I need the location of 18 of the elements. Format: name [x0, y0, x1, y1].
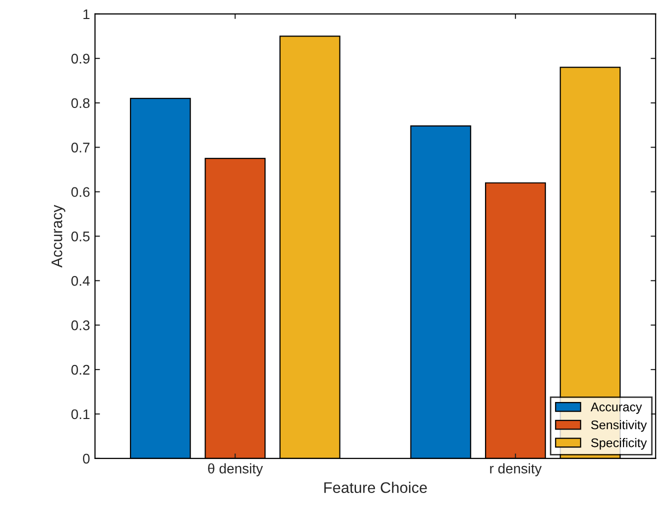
x-tick-label: r density — [490, 463, 542, 476]
y-tick-label: 1 — [83, 9, 90, 20]
x-axis-title: Feature Choice — [324, 482, 427, 494]
y-tick-label: 0 — [82, 454, 90, 464]
y-tick-label: 0.9 — [71, 54, 90, 64]
y-tick-label: 0.1 — [71, 409, 90, 420]
y-tick-label: 0.3 — [71, 320, 90, 330]
legend-label: Sensitivity — [591, 420, 647, 432]
y-tick-label: 0.2 — [71, 364, 90, 375]
y-tick-label: 0.4 — [71, 276, 90, 286]
x-tick-label: θ density — [208, 463, 263, 476]
y-axis-title: Accuracy — [52, 204, 66, 268]
y-tick-label: 0.6 — [71, 187, 90, 197]
y-tick-label: 0.8 — [71, 98, 90, 108]
legend-label: Accuracy — [590, 402, 642, 414]
y-tick-label: 0.7 — [71, 142, 90, 152]
legend-label: Specificity — [591, 438, 647, 450]
y-tick-label: 0.5 — [71, 232, 90, 242]
